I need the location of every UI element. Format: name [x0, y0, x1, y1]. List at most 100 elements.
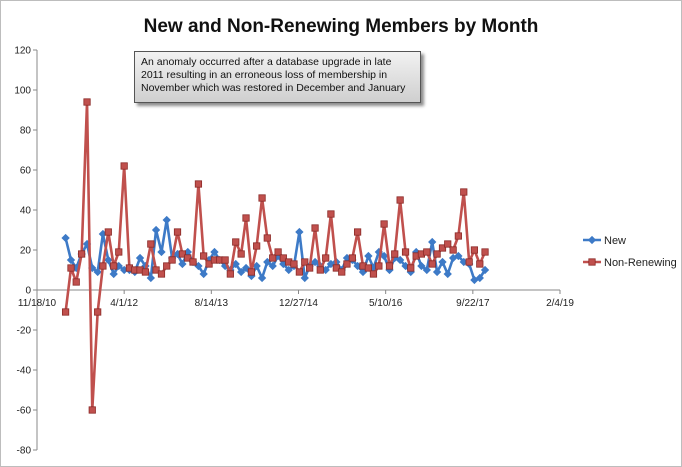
- data-point: [210, 247, 219, 257]
- y-tick-label: 20: [20, 246, 32, 257]
- data-point: [274, 248, 282, 256]
- data-point: [110, 262, 118, 270]
- data-point: [310, 257, 320, 267]
- data-point: [146, 273, 156, 283]
- data-point: [428, 237, 437, 247]
- data-point: [395, 255, 405, 265]
- data-point: [253, 242, 261, 250]
- data-point: [295, 268, 303, 276]
- data-point: [263, 234, 271, 242]
- y-tick-label: 60: [20, 166, 32, 177]
- data-point: [269, 254, 277, 262]
- data-point: [327, 210, 335, 218]
- data-point: [168, 256, 176, 264]
- data-point: [199, 269, 208, 279]
- data-point: [163, 262, 171, 270]
- x-tick-label: 12/27/14: [279, 298, 318, 309]
- data-point: [353, 228, 362, 236]
- legend-label: New: [604, 235, 626, 247]
- data-point: [460, 188, 468, 196]
- data-point: [338, 268, 346, 276]
- data-point: [109, 269, 118, 279]
- data-point: [322, 254, 330, 262]
- axes: -80 -60 -40 -20 0 20 40 60 80 100 120 11/18/10 4/1/1…: [14, 46, 574, 457]
- data-point: [449, 246, 457, 254]
- data-point: [380, 220, 388, 228]
- annotation-box: An anomaly occurred after a database upg…: [134, 51, 421, 103]
- y-tick-label: -40: [17, 366, 32, 377]
- y-tick-label: 100: [14, 86, 31, 97]
- data-point: [157, 270, 166, 278]
- data-point: [72, 278, 80, 286]
- data-point: [135, 253, 145, 263]
- data-point: [396, 196, 404, 204]
- data-point: [470, 246, 479, 254]
- data-point: [295, 227, 304, 237]
- x-tick-label: 5/10/16: [369, 298, 403, 309]
- data-point: [454, 232, 462, 240]
- data-point: [407, 264, 415, 272]
- x-tick-label: 2/4/19: [546, 298, 574, 309]
- data-point: [189, 258, 197, 266]
- data-point: [241, 263, 251, 273]
- data-point: [428, 260, 436, 268]
- data-point: [78, 250, 86, 258]
- data-point: [232, 238, 240, 246]
- y-tick-label: 120: [14, 46, 31, 57]
- data-point: [237, 250, 245, 258]
- data-point: [433, 250, 441, 258]
- data-point: [221, 256, 229, 264]
- data-point: [178, 259, 187, 269]
- data-point: [141, 268, 150, 276]
- data-point: [157, 247, 166, 257]
- data-point: [385, 262, 394, 270]
- data-point: [401, 248, 410, 256]
- data-point: [417, 261, 426, 271]
- data-point: [444, 240, 452, 248]
- chart-title: New and Non-Renewing Members by Month: [143, 16, 539, 37]
- legend-label: Non-Renewing: [604, 257, 677, 269]
- data-point: [301, 258, 309, 266]
- y-tick-label: -80: [17, 446, 32, 457]
- data-point: [284, 265, 293, 275]
- data-point: [290, 260, 298, 268]
- x-tick-label: 11/18/10: [18, 298, 57, 309]
- data-point: [104, 228, 112, 236]
- x-tick-label: 4/1/12: [110, 298, 138, 309]
- data-point: [152, 266, 160, 274]
- data-point: [252, 261, 261, 271]
- data-point: [300, 273, 309, 283]
- data-point: [422, 265, 431, 275]
- data-point: [391, 250, 399, 258]
- data-point: [162, 215, 171, 225]
- data-point: [443, 269, 452, 279]
- y-tick-label: 0: [25, 286, 31, 297]
- data-point: [423, 248, 431, 256]
- data-point: [257, 273, 267, 283]
- data-point: [83, 98, 91, 106]
- series-layer: [61, 98, 490, 414]
- data-point: [115, 248, 123, 256]
- data-point: [247, 268, 256, 276]
- data-point: [364, 251, 373, 261]
- y-tick-label: -60: [17, 406, 32, 417]
- data-point: [236, 267, 246, 277]
- data-point: [379, 251, 389, 261]
- data-point: [200, 252, 208, 260]
- data-point: [432, 267, 442, 277]
- data-point: [194, 180, 203, 188]
- data-point: [268, 261, 277, 271]
- data-point: [61, 233, 70, 243]
- data-point: [226, 270, 234, 278]
- data-point: [61, 308, 70, 316]
- data-point: [99, 262, 107, 270]
- data-point: [66, 255, 76, 265]
- y-tick-label: 40: [20, 206, 32, 217]
- data-point: [481, 248, 489, 256]
- data-point: [205, 260, 213, 268]
- data-point: [242, 214, 250, 222]
- y-tick-label: 80: [20, 126, 32, 137]
- data-point: [476, 260, 484, 268]
- data-point: [173, 228, 182, 236]
